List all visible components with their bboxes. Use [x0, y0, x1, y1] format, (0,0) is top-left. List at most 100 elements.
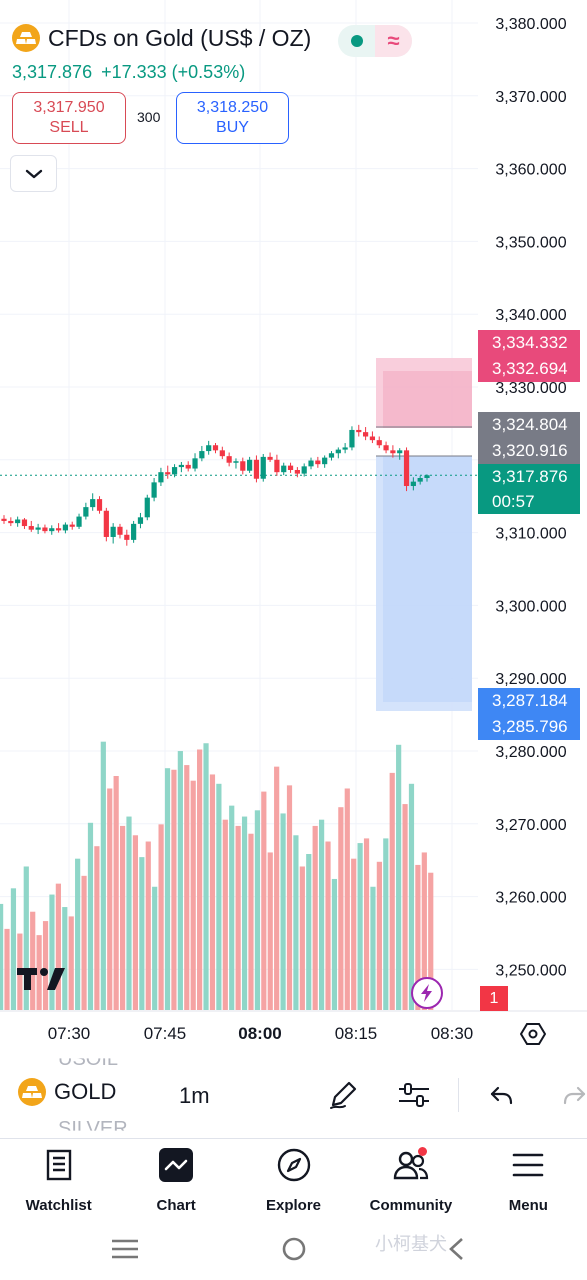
nav-label: Watchlist [25, 1197, 92, 1214]
volume-bar [421, 852, 427, 1010]
volume-bar [241, 816, 248, 1010]
nav-explore[interactable]: Explore [235, 1139, 352, 1222]
candle-body [281, 465, 287, 473]
volume-bar [235, 825, 241, 1010]
candle-body [117, 526, 123, 535]
volume-bar [261, 791, 267, 1010]
candle-body [315, 460, 321, 465]
volume-bar [293, 835, 299, 1010]
candle-body [192, 458, 198, 469]
candle-body [212, 445, 219, 451]
candle-body [206, 445, 212, 452]
symbol-selector[interactable]: GOLD [18, 1078, 116, 1106]
volume-bar [222, 819, 228, 1010]
volume-bar [0, 903, 4, 1010]
candle-body [83, 507, 89, 517]
tradingview-logo-icon[interactable] [17, 966, 67, 997]
volume-bar [171, 769, 177, 1010]
last-price: 3,317.876 [12, 62, 93, 82]
recents-icon[interactable] [110, 1238, 140, 1260]
candle-body [383, 445, 389, 451]
volume-bar [389, 772, 395, 1010]
profit-zone-inner [383, 371, 472, 428]
entry-tag[interactable]: 3,324.804 3,320.916 [478, 412, 580, 464]
stop-loss-tag[interactable]: 3,287.184 3,285.796 [478, 688, 580, 740]
price-axis-label: 3,360.000 [495, 162, 566, 179]
watermark-text: 小柯基犬 [375, 1234, 447, 1254]
candle-body [397, 450, 403, 454]
candle-body [403, 450, 410, 487]
bar-countdown: 00:57 [492, 492, 535, 511]
candle-body [103, 510, 109, 537]
candle-body [165, 472, 171, 475]
market-open-dot-icon [350, 35, 363, 47]
lightning-icon[interactable] [411, 977, 443, 1009]
back-icon[interactable] [446, 1236, 466, 1262]
nav-label: Menu [508, 1197, 548, 1214]
buy-button[interactable]: 3,318.250 BUY [176, 92, 289, 144]
watermark: 小柯基犬 [375, 1230, 447, 1256]
candle-body [240, 461, 246, 471]
candle-body [287, 465, 294, 470]
compass-icon [276, 1147, 312, 1183]
interval-selector[interactable]: 1m [179, 1083, 210, 1108]
volume-bar [216, 783, 222, 1010]
price-axis-label: 3,290.000 [495, 671, 566, 688]
volume-bar [319, 819, 325, 1010]
candle-body [253, 459, 260, 479]
symbol-header[interactable]: CFDs on Gold (US$ / OZ) [12, 24, 311, 52]
loss-zone-inner [383, 456, 472, 702]
stop-price-2: 3,285.796 [492, 717, 568, 736]
volume-bars [0, 741, 434, 1010]
collapse-button[interactable] [10, 155, 57, 192]
volume-bar [36, 935, 42, 1010]
entry-price-1: 3,324.804 [492, 415, 568, 434]
market-status-pill[interactable]: ≈ [338, 25, 412, 57]
price-change: +17.333 (+0.53%) [101, 62, 246, 82]
volume-bar [267, 852, 273, 1010]
symbol-toolbar: USOIL GOLD SILVER 1m [0, 1050, 587, 1138]
nav-menu[interactable]: Menu [470, 1139, 587, 1222]
sell-button[interactable]: 3,317.950 SELL [12, 92, 126, 144]
volume-bar [299, 866, 305, 1010]
time-axis-label: 08:15 [335, 1024, 378, 1043]
candle-body [124, 534, 130, 540]
candle-body [219, 450, 225, 457]
take-profit-price-1: 3,334.332 [492, 333, 568, 352]
nav-watchlist[interactable]: Watchlist [0, 1139, 117, 1222]
bottom-navigation: Watchlist Chart Explore Community Menu [0, 1138, 587, 1222]
spread-value: 300 [137, 109, 161, 125]
candle-body [35, 527, 41, 530]
nav-community[interactable]: Community [352, 1139, 469, 1222]
indicators-button[interactable] [396, 1077, 432, 1113]
price-chart[interactable]: 3,380.000 3,370.000 3,360.000 3,350.000 3,34… [0, 0, 587, 1050]
volume-bar [152, 886, 158, 1010]
volume-bar [4, 928, 10, 1010]
candle-body [233, 461, 239, 463]
undo-button[interactable] [484, 1077, 520, 1113]
volume-bar [286, 785, 293, 1010]
take-profit-tag[interactable]: 3,334.332 3,332.694 [478, 330, 580, 382]
price-axis-label: 3,280.000 [495, 744, 566, 761]
drawing-tool-button[interactable] [325, 1077, 361, 1113]
volume-bar [203, 743, 209, 1010]
position-tool[interactable] [0, 358, 478, 711]
candle-body [158, 472, 164, 483]
symbol-title: CFDs on Gold (US$ / OZ) [48, 24, 312, 51]
stop-price-1: 3,287.184 [492, 691, 568, 710]
candle-body [308, 460, 314, 467]
candlesticks [1, 424, 430, 546]
candle-body [55, 528, 62, 531]
chart-settings-icon[interactable] [519, 1021, 547, 1052]
sell-price: 3,317.950 [33, 99, 105, 116]
volume-bar [100, 741, 106, 1010]
candle-body [69, 524, 75, 527]
nav-chart[interactable]: Chart [117, 1139, 234, 1222]
home-icon[interactable] [281, 1236, 307, 1262]
candle-body [49, 528, 55, 532]
next-symbol[interactable]: SILVER [58, 1118, 128, 1140]
redo-button[interactable] [556, 1077, 587, 1113]
candle-body [376, 440, 382, 446]
prev-symbol[interactable]: USOIL [58, 1048, 119, 1070]
